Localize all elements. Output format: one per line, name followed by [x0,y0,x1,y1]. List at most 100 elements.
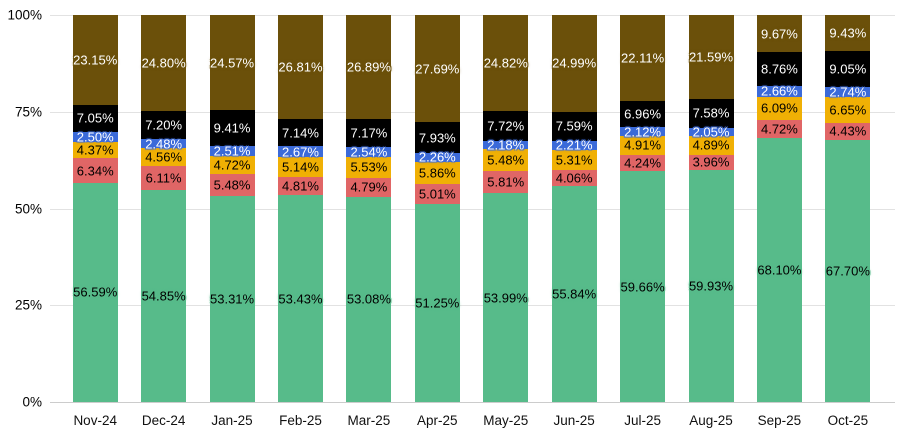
bar-segment-red[interactable]: 4.43% [825,122,871,140]
bar-segment-blue[interactable]: 2.48% [141,137,187,150]
bar-segment-red[interactable]: 4.24% [620,154,666,172]
bar-segment-red[interactable]: 5.81% [483,170,529,194]
bar-segment-yellow[interactable]: 6.65% [825,97,871,123]
bar-segment-black[interactable]: 8.76% [756,52,802,87]
bar-segment-blue[interactable]: 2.66% [756,85,802,98]
bar-segment-blue[interactable]: 2.50% [72,130,118,143]
bar-segment-green[interactable]: 68.10% [756,138,802,402]
stacked-bar-mar-25[interactable]: 26.89% 7.17% 2.54% 5.53% 4.79% 53.08% [346,15,392,402]
bar-segment-brown[interactable]: 26.89% [346,15,392,120]
bar-segment-red[interactable]: 6.34% [72,158,118,183]
segment-value-label: 3.96% [692,154,730,170]
bar-segment-green[interactable]: 56.59% [72,182,118,402]
bar-segment-green[interactable]: 59.93% [688,170,734,402]
segment-value-label: 24.80% [141,55,186,71]
segment-value-label: 4.81% [282,178,319,194]
bar-segment-brown[interactable]: 26.81% [277,15,323,119]
stacked-bar-may-25[interactable]: 24.82% 7.72% 2.18% 5.48% 5.81% 53.99% [483,15,529,402]
bar-segment-yellow[interactable]: 4.56% [141,148,187,167]
bar-segment-yellow[interactable]: 6.09% [756,96,802,121]
bar-segment-black[interactable]: 9.05% [825,51,871,87]
bar-segment-red[interactable]: 3.96% [688,154,734,171]
bar-segment-green[interactable]: 67.70% [825,139,871,402]
stacked-bar-aug-25[interactable]: 21.59% 7.58% 2.05% 4.89% 3.96% 59.93% [688,15,734,402]
bar-segment-green[interactable]: 53.43% [277,195,323,402]
segment-value-label: 6.09% [760,100,798,116]
bar-segment-green[interactable]: 53.08% [346,196,392,402]
bar-segment-red[interactable]: 6.11% [141,166,187,190]
bar-segment-green[interactable]: 51.25% [414,203,460,402]
bar-segment-green[interactable]: 53.99% [483,193,529,402]
bar-segment-red[interactable]: 4.72% [756,120,802,139]
bar-segment-green[interactable]: 55.84% [551,185,597,402]
bar-segment-yellow[interactable]: 5.86% [414,161,460,185]
stacked-bar-feb-25[interactable]: 26.81% 7.14% 2.67% 5.14% 4.81% 53.43% [277,15,323,402]
bar-segment-brown[interactable]: 23.15% [72,15,118,105]
bar-segment-red[interactable]: 5.01% [414,184,460,204]
stacked-bar-jan-25[interactable]: 24.57% 9.41% 2.51% 4.72% 5.48% 53.31% [209,15,255,402]
bar-segment-blue[interactable]: 2.74% [825,85,871,98]
bar-segment-green[interactable]: 59.66% [620,171,666,402]
bar-segment-yellow[interactable]: 5.31% [551,149,597,171]
stacked-bar-apr-25[interactable]: 27.69% 7.93% 2.26% 5.86% 5.01% 51.25% [414,15,460,402]
bar-segment-black[interactable]: 9.41% [209,110,255,147]
bar-column-dec-24: 24.80% 7.20% 2.48% 4.56% 6.11% 54.85% [129,15,197,402]
bar-segment-green[interactable]: 53.31% [209,195,255,402]
bar-segment-black[interactable]: 7.93% [414,122,460,153]
bar-segment-blue[interactable]: 2.54% [346,145,392,158]
bar-segment-black[interactable]: 7.20% [141,110,187,139]
bar-column-oct-25: 9.43% 9.05% 2.74% 6.65% 4.43% 67.70% [814,15,882,402]
bar-segment-blue[interactable]: 2.12% [620,125,666,138]
bar-segment-brown[interactable]: 24.99% [551,15,597,112]
bar-segment-brown[interactable]: 24.82% [483,15,529,112]
bar-segment-yellow[interactable]: 4.89% [688,135,734,155]
segment-value-label: 24.57% [210,55,255,71]
segment-value-label: 5.53% [350,159,388,175]
bar-segment-blue[interactable]: 2.67% [277,145,323,158]
bar-segment-red[interactable]: 5.48% [209,174,255,196]
bar-segment-blue[interactable]: 2.05% [688,125,734,138]
bar-segment-black[interactable]: 7.14% [277,118,323,147]
bar-segment-brown[interactable]: 24.80% [141,15,187,111]
bar-segment-yellow[interactable]: 5.53% [346,156,392,179]
bar-segment-black[interactable]: 7.72% [483,111,529,141]
bar-segment-brown[interactable]: 22.11% [620,15,666,101]
stacked-bar-sep-25[interactable]: 9.67% 8.76% 2.66% 6.09% 4.72% 68.10% [756,15,802,402]
segment-value-label: 53.43% [278,291,323,307]
bar-segment-blue[interactable]: 2.18% [483,139,529,152]
bar-segment-brown[interactable]: 9.43% [825,15,871,52]
bar-segment-blue[interactable]: 2.26% [414,151,460,164]
bar-segment-yellow[interactable]: 4.72% [209,156,255,175]
bar-segment-black[interactable]: 6.96% [620,100,666,128]
bar-segment-brown[interactable]: 24.57% [209,15,255,111]
stacked-bar-dec-24[interactable]: 24.80% 7.20% 2.48% 4.56% 6.11% 54.85% [141,15,187,402]
bar-segment-blue[interactable]: 2.21% [551,139,597,152]
segment-value-label: 4.72% [213,157,251,173]
stacked-bar-jul-25[interactable]: 22.11% 6.96% 2.12% 4.91% 4.24% 59.66% [620,15,666,402]
bar-segment-brown[interactable]: 9.67% [756,15,802,53]
segment-value-label: 4.43% [829,123,867,139]
bar-segment-red[interactable]: 4.06% [551,170,597,186]
bar-segment-black[interactable]: 7.59% [551,111,597,142]
bar-segment-black[interactable]: 7.58% [688,98,734,128]
bar-segment-brown[interactable]: 21.59% [688,15,734,99]
bar-segment-brown[interactable]: 27.69% [414,15,460,123]
bar-column-jun-25: 24.99% 7.59% 2.21% 5.31% 4.06% 55.84% [540,15,608,402]
bar-segment-yellow[interactable]: 5.48% [483,149,529,171]
x-axis-label-jan-25: Jan-25 [211,413,253,428]
bar-segment-blue[interactable]: 2.51% [209,145,255,158]
bar-segment-yellow[interactable]: 4.91% [620,135,666,155]
bar-segment-green[interactable]: 54.85% [141,189,187,402]
bar-column-mar-25: 26.89% 7.17% 2.54% 5.53% 4.79% 53.08% [335,15,403,402]
bar-segment-red[interactable]: 4.79% [346,178,392,197]
bar-segment-black[interactable]: 7.05% [72,104,118,132]
bar-segment-red[interactable]: 4.81% [277,176,323,196]
segment-value-label: 53.31% [210,291,255,307]
stacked-bar-nov-24[interactable]: 23.15% 7.05% 2.50% 4.37% 6.34% 56.59% [72,15,118,402]
bar-segment-black[interactable]: 7.17% [346,119,392,147]
bar-segment-yellow[interactable]: 5.14% [277,156,323,177]
stacked-bar-jun-25[interactable]: 24.99% 7.59% 2.21% 5.31% 4.06% 55.84% [551,15,597,402]
bar-segment-yellow[interactable]: 4.37% [72,141,118,159]
segment-value-label: 9.43% [829,25,867,41]
stacked-bar-oct-25[interactable]: 9.43% 9.05% 2.74% 6.65% 4.43% 67.70% [825,15,871,402]
